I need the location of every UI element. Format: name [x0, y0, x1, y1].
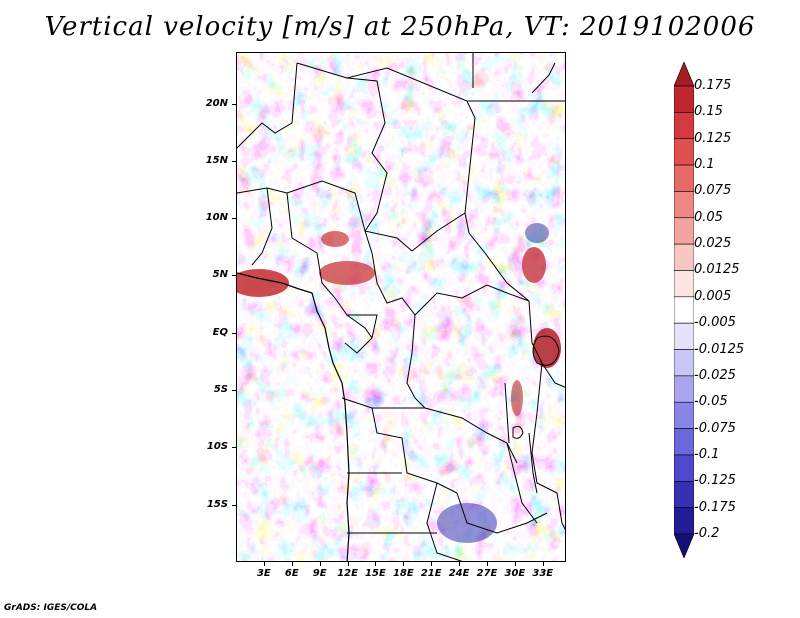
lon-label-3e: 3E	[256, 568, 271, 579]
lon-label-33e: 33E	[532, 568, 554, 579]
lat-tick	[232, 504, 236, 506]
lake-victoria	[532, 335, 560, 366]
lon-tick	[375, 562, 377, 566]
colorbar-box	[674, 507, 694, 535]
chart-title: Vertical velocity [m/s] at 250hPa, VT: 2…	[44, 12, 756, 42]
updraft-core-rift	[511, 380, 523, 416]
lat-label-10s: 10S	[206, 441, 228, 453]
lon-tick	[347, 562, 349, 566]
lat-tick	[232, 218, 236, 220]
colorbar-level-label: -0.1	[694, 446, 720, 462]
lon-label-27e: 27E	[476, 568, 498, 579]
colorbar-level-label: 0.1	[694, 157, 715, 173]
lon-label-15e: 15E	[365, 568, 386, 579]
lon-label-9e: 9E	[312, 568, 327, 579]
updraft-core-cameroon	[319, 261, 375, 285]
lat-tick	[232, 103, 236, 105]
lat-tick	[232, 160, 236, 162]
grads-credit: GrADS: IGES/COLA	[4, 603, 98, 613]
colorbar-box	[674, 138, 694, 166]
colorbar-level-label: -0.075	[694, 420, 736, 436]
colorbar-box	[674, 243, 694, 271]
lon-label-24e: 24E	[448, 568, 470, 579]
lat-label-5n: 5N	[212, 269, 228, 281]
colorbar-level-label: 0.15	[694, 104, 723, 120]
colorbar-level-label: -0.05	[694, 394, 728, 410]
lake-mweru	[512, 425, 524, 439]
colorbar-box	[674, 217, 694, 245]
colorbar-level-label: -0.005	[694, 315, 736, 331]
colorbar-level-label: -0.025	[694, 367, 736, 383]
lat-label-20n: 20N	[205, 97, 228, 109]
lon-tick	[459, 562, 461, 566]
lon-label-21e: 21E	[420, 568, 442, 579]
downdraft-core-east	[525, 223, 549, 243]
colorbar-top-triangle	[674, 62, 694, 87]
lon-tick	[319, 562, 321, 566]
lon-tick	[542, 562, 544, 566]
lon-label-30e: 30E	[504, 568, 526, 579]
colorbar-box	[674, 296, 694, 324]
colorbar-level-label: 0.05	[694, 209, 723, 225]
lat-tick	[232, 332, 236, 334]
vertical-velocity-field	[237, 53, 565, 561]
colorbar-level-label: -0.175	[694, 499, 736, 515]
colorbar-bottom-triangle	[674, 533, 694, 558]
lat-tick	[232, 447, 236, 449]
colorbar-box	[674, 85, 694, 113]
colorbar-level-label: -0.125	[694, 473, 736, 489]
colorbar-level-label: -0.2	[694, 526, 720, 541]
lat-label-5s: 5S	[213, 384, 228, 396]
colorbar-box	[674, 375, 694, 403]
lon-tick	[291, 562, 293, 566]
updraft-core-central	[321, 231, 349, 247]
lat-label-10n: 10N	[205, 212, 228, 224]
colorbar-box	[674, 428, 694, 456]
field-updraft-texture	[237, 53, 565, 561]
colorbar-box	[674, 454, 694, 482]
lon-tick	[486, 562, 488, 566]
colorbar-box	[674, 349, 694, 377]
colorbar-box	[674, 112, 694, 140]
colorbar-box	[674, 191, 694, 219]
colorbar	[674, 62, 694, 558]
map-panel	[236, 52, 566, 562]
lon-label-18e: 18E	[392, 568, 414, 579]
colorbar-box	[674, 401, 694, 429]
country-borders	[237, 53, 565, 561]
colorbar-level-label: 0.025	[694, 236, 732, 252]
lon-tick	[514, 562, 516, 566]
lake-malawi	[528, 432, 538, 494]
colorbar-box	[674, 164, 694, 192]
colorbar-level-label: -0.0125	[694, 341, 745, 357]
colorbar-level-label: 0.075	[694, 183, 732, 199]
colorbar-box	[674, 270, 694, 298]
lon-tick	[263, 562, 265, 566]
lat-label-15n: 15N	[205, 154, 228, 166]
updraft-core-east	[522, 247, 546, 283]
colorbar-level-label: 0.0125	[694, 262, 740, 278]
lon-label-6e: 6E	[284, 568, 299, 579]
colorbar-level-label: 0.175	[694, 78, 732, 93]
colorbar-level-label: 0.005	[694, 288, 732, 304]
updraft-core-lake-victoria	[533, 328, 561, 368]
lon-tick	[431, 562, 433, 566]
lake-tanganyika	[504, 382, 510, 444]
lat-tick	[232, 390, 236, 392]
lakes	[504, 335, 560, 494]
lat-label-15s: 15S	[206, 498, 228, 510]
lon-label-12e: 12E	[337, 568, 358, 579]
lat-tick	[232, 275, 236, 277]
lat-label-eq: EQ	[212, 326, 228, 338]
colorbar-box	[674, 322, 694, 350]
lon-tick	[403, 562, 405, 566]
colorbar-box	[674, 480, 694, 508]
colorbar-level-label: 0.125	[694, 130, 732, 146]
coastline	[237, 272, 350, 561]
